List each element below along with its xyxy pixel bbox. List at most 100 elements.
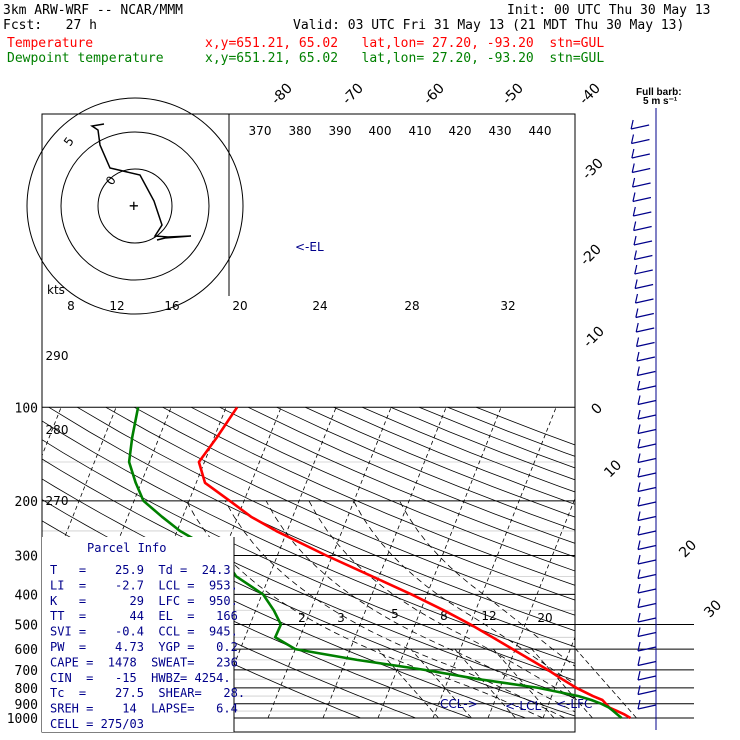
dry-adiabat bbox=[305, 406, 575, 518]
wind-barb-flag bbox=[630, 119, 634, 130]
wind-barb-flag bbox=[634, 293, 639, 304]
dry-adiabat bbox=[48, 406, 575, 648]
pressure-tick-label: 300 bbox=[15, 550, 38, 565]
wind-barb bbox=[637, 399, 657, 406]
wind-barb bbox=[635, 298, 654, 304]
theta-side-label: 270 bbox=[46, 494, 69, 508]
mixing-ratio-label: 12 bbox=[481, 609, 496, 623]
wind-barb-flag bbox=[631, 148, 635, 159]
wind-barb-flag bbox=[637, 670, 641, 681]
isotherm-line bbox=[653, 407, 740, 718]
wind-barb-flag bbox=[633, 221, 637, 231]
wind-barb-flag bbox=[637, 612, 641, 623]
dewpoint-legend-label: Dewpoint temperature bbox=[7, 51, 164, 66]
wind-barb-flag bbox=[637, 699, 641, 710]
wind-barb bbox=[637, 443, 657, 449]
wind-barb bbox=[637, 646, 657, 652]
wind-barb-flag bbox=[637, 525, 641, 536]
isotherm-label: 10 bbox=[601, 457, 625, 481]
wind-barb bbox=[636, 341, 655, 348]
isotherm-label: -20 bbox=[577, 241, 604, 268]
hodograph-kts-label: kts bbox=[47, 283, 65, 297]
isotherm-line bbox=[0, 407, 6, 718]
wind-barb-flag bbox=[637, 395, 641, 405]
wind-barb bbox=[637, 559, 657, 565]
isotherm-label: -10 bbox=[580, 323, 607, 350]
wind-barb-flag bbox=[637, 496, 641, 507]
moist-adiabat bbox=[265, 500, 575, 713]
wind-barb bbox=[637, 675, 657, 681]
wind-barb bbox=[633, 240, 653, 246]
pressure-tick-label: 600 bbox=[15, 643, 38, 658]
mixing-ratio-line bbox=[493, 648, 555, 719]
wind-barb bbox=[637, 704, 657, 710]
wind-barb bbox=[637, 457, 657, 464]
parcel-info-row: K = 29 LFC = 950. bbox=[50, 594, 238, 608]
parcel-info-row: Tc = 27.5 SHEAR= 28. bbox=[50, 686, 245, 700]
wind-barb bbox=[637, 689, 657, 696]
wind-barb bbox=[632, 182, 651, 188]
wind-barb-flag bbox=[637, 627, 641, 637]
wind-barb bbox=[637, 515, 657, 522]
wind-barb-flag bbox=[635, 308, 639, 318]
model-title: 3km ARW-WRF -- NCAR/MMM bbox=[3, 3, 184, 18]
hodograph-ring-label: 5 bbox=[61, 134, 77, 148]
wind-barb bbox=[637, 530, 657, 536]
parcel-info-row: PW = 4.73 YGP = 0.2 bbox=[50, 640, 238, 654]
wind-barb bbox=[632, 196, 652, 203]
wind-barb bbox=[637, 472, 657, 478]
lfc-annotation: <-LFC bbox=[556, 697, 592, 711]
dry-adiabat bbox=[42, 420, 575, 664]
dry-adiabat bbox=[42, 520, 471, 719]
temperature-legend-label: Temperature bbox=[7, 36, 94, 51]
wind-barb-flag bbox=[634, 279, 638, 289]
theta-label: 410 bbox=[409, 124, 432, 138]
isotherm-line bbox=[267, 407, 392, 719]
valid-time: Valid: 03 UTC Fri 31 May 13 (21 MDT Thu … bbox=[293, 18, 685, 33]
dry-adiabat bbox=[276, 406, 575, 531]
mixing-ratio-line bbox=[377, 648, 439, 719]
dewpoint-trace bbox=[127, 407, 623, 720]
dry-adiabat bbox=[77, 406, 575, 632]
mixing-ratio-line bbox=[531, 648, 593, 719]
wind-barbs bbox=[630, 108, 657, 730]
temperature-location: x,y=651.21, 65.02 lat,lon= 27.20, -93.20… bbox=[205, 36, 605, 51]
mixing-ratio-line bbox=[575, 648, 637, 719]
wind-barb-flag bbox=[637, 569, 641, 579]
wind-barb-flag bbox=[632, 192, 636, 202]
wind-barb bbox=[637, 385, 656, 391]
wind-barb-flag bbox=[635, 322, 639, 333]
hodograph-ring bbox=[60, 131, 210, 281]
dry-adiabat bbox=[248, 406, 575, 544]
moist-adiabat bbox=[224, 500, 566, 719]
wind-barb bbox=[633, 211, 652, 217]
parcel-info-row: LI = -2.7 LCL = 953. bbox=[50, 578, 238, 592]
wind-barb bbox=[630, 124, 650, 130]
hodograph-speed-label: 12 bbox=[109, 299, 124, 313]
wind-barb-flag bbox=[637, 641, 641, 652]
hodograph-speed-label: 28 bbox=[404, 299, 419, 313]
plot-frame bbox=[41, 113, 576, 733]
wind-barb bbox=[636, 356, 656, 362]
dry-adiabat bbox=[476, 406, 575, 446]
wind-barb-flag bbox=[631, 163, 635, 173]
hodograph-speed-label: 8 bbox=[67, 299, 75, 313]
theta-side-label: 280 bbox=[46, 423, 69, 437]
wind-barb bbox=[631, 138, 650, 145]
isotherm-label: -70 bbox=[339, 80, 366, 107]
wind-barb-flag bbox=[630, 134, 635, 144]
temperature-trace bbox=[197, 406, 632, 720]
wind-barb bbox=[637, 486, 657, 493]
wind-barb bbox=[634, 269, 653, 275]
pressure-tick-label: 700 bbox=[15, 664, 38, 679]
wind-barb bbox=[631, 153, 650, 159]
wind-barb bbox=[633, 225, 652, 232]
dry-adiabat bbox=[42, 478, 575, 717]
wind-barb-flag bbox=[632, 206, 636, 217]
parcel-info-row: CAPE = 1478 SWEAT= 236 bbox=[50, 655, 238, 669]
hodograph-speed-label: 16 bbox=[164, 299, 179, 313]
dry-adiabat bbox=[42, 499, 526, 719]
theta-label: 370 bbox=[249, 124, 272, 138]
dry-adiabat bbox=[42, 439, 575, 681]
